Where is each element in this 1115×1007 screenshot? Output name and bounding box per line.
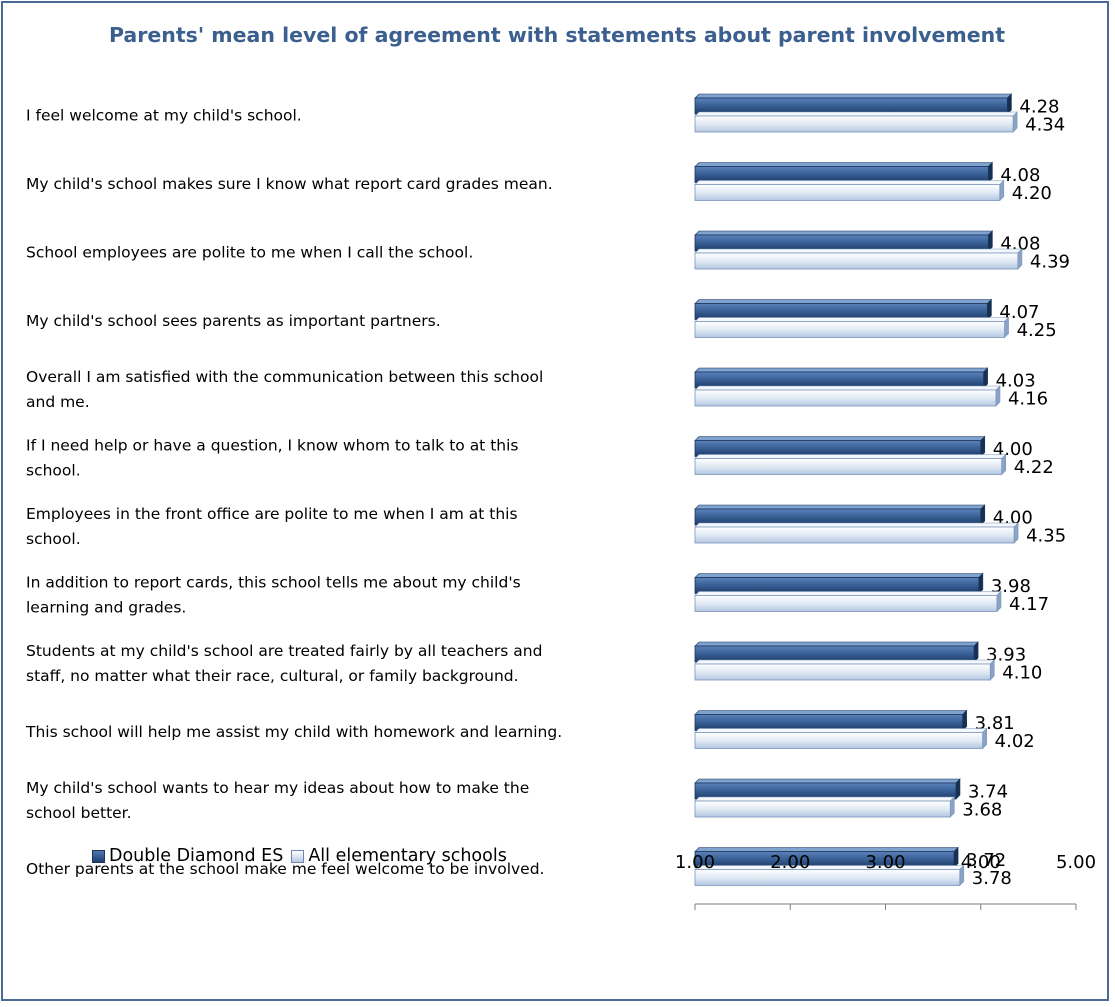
bar-double-diamond — [694, 778, 961, 800]
x-axis: 1.00 2.00 3.00 4.00 5.00 — [675, 852, 1096, 910]
category-labels-layer: I feel welcome at my child's school. My c… — [25, 107, 562, 879]
category-label: Overall I am satisfied with the communic… — [26, 368, 543, 386]
bar-double-diamond — [694, 572, 984, 595]
value-label-all-elementary: 4.17 — [1009, 594, 1049, 615]
legend: Double Diamond ES All elementary schools — [92, 846, 515, 866]
category-label: school. — [26, 530, 81, 548]
bar-all-elementary — [694, 453, 1007, 476]
bar-double-diamond — [694, 161, 994, 184]
value-label-all-elementary: 4.10 — [1002, 663, 1042, 684]
x-tick-label: 5.00 — [1056, 852, 1096, 873]
bar-double-diamond — [694, 709, 968, 732]
category-label: This school will help me assist my child… — [25, 723, 562, 741]
x-tick-label: 2.00 — [770, 852, 810, 873]
value-label-double-diamond: 3.74 — [968, 782, 1008, 803]
value-label-double-diamond: 4.03 — [996, 371, 1036, 392]
bar-all-elementary — [694, 111, 1018, 133]
category-label: My child's school makes sure I know what… — [26, 175, 553, 193]
value-label-all-elementary: 4.22 — [1014, 457, 1054, 478]
value-label-all-elementary: 4.34 — [1025, 115, 1065, 136]
category-label: If I need help or have a question, I kno… — [26, 437, 518, 455]
bar-double-diamond — [694, 846, 959, 869]
value-label-all-elementary: 4.02 — [995, 731, 1035, 752]
value-label-double-diamond: 4.08 — [1000, 165, 1040, 186]
bar-double-diamond — [694, 367, 989, 389]
value-label-all-elementary: 4.39 — [1030, 252, 1070, 273]
bar-double-diamond — [694, 93, 1013, 115]
category-label: I feel welcome at my child's school. — [26, 107, 302, 125]
category-label: learning and grades. — [26, 599, 186, 617]
bar-double-diamond — [694, 298, 993, 321]
value-label-double-diamond: 4.28 — [1019, 97, 1059, 118]
value-label-all-elementary: 4.16 — [1008, 389, 1048, 410]
category-label: Other parents at the school make me feel… — [26, 860, 545, 878]
category-label: My child's school wants to hear my ideas… — [26, 779, 529, 797]
bar-all-elementary — [694, 727, 988, 750]
category-label: My child's school sees parents as import… — [26, 312, 441, 330]
bar-double-diamond — [694, 504, 986, 526]
legend-label-all-elementary: All elementary schools — [308, 846, 507, 866]
value-label-double-diamond: 3.72 — [966, 850, 1006, 871]
category-label: In addition to report cards, this school… — [26, 574, 521, 592]
x-tick-label: 3.00 — [865, 852, 905, 873]
category-label: school better. — [26, 804, 132, 822]
value-label-all-elementary: 3.68 — [962, 800, 1002, 821]
bar-all-elementary — [694, 796, 955, 818]
bar-double-diamond — [694, 435, 986, 458]
x-tick-label: 1.00 — [675, 852, 715, 873]
value-label-all-elementary: 4.35 — [1026, 526, 1066, 547]
legend-swatch-double-diamond — [92, 849, 105, 863]
bar-all-elementary — [694, 590, 1002, 613]
value-label-double-diamond: 3.93 — [986, 645, 1026, 666]
bar-double-diamond — [694, 641, 979, 663]
category-label: staff, no matter what their race, cultur… — [26, 667, 519, 685]
legend-item-all-elementary: All elementary schools — [291, 846, 507, 866]
bar-all-elementary — [694, 659, 995, 681]
category-label: school. — [26, 462, 81, 480]
category-label: Employees in the front office are polite… — [26, 505, 518, 523]
legend-item-double-diamond: Double Diamond ES — [92, 846, 283, 866]
bar-all-elementary — [694, 316, 1010, 339]
value-label-all-elementary: 3.78 — [972, 868, 1012, 889]
value-label-double-diamond: 4.07 — [999, 302, 1039, 323]
bars-layer: 4.284.344.084.204.084.394.074.254.034.16… — [694, 93, 1070, 889]
bar-all-elementary — [694, 522, 1019, 544]
category-label: Students at my child's school are treate… — [26, 642, 542, 660]
bar-all-elementary — [694, 179, 1005, 202]
x-tick-label: 4.00 — [961, 852, 1001, 873]
value-label-all-elementary: 4.25 — [1017, 320, 1057, 341]
legend-swatch-all-elementary — [291, 849, 305, 863]
category-label: and me. — [26, 393, 90, 411]
bar-all-elementary — [694, 248, 1023, 270]
chart-title: Parents' mean level of agreement with st… — [108, 23, 1006, 47]
bar-all-elementary — [694, 385, 1001, 407]
legend-label-double-diamond: Double Diamond ES — [109, 846, 284, 866]
value-label-all-elementary: 4.20 — [1012, 183, 1052, 204]
category-label: School employees are polite to me when I… — [26, 244, 473, 262]
bar-all-elementary — [694, 864, 965, 887]
bar-double-diamond — [694, 230, 994, 252]
